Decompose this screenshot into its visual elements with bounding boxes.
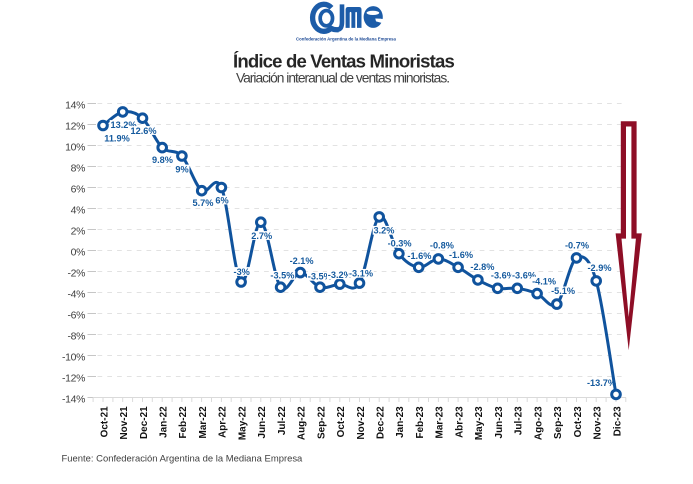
svg-text:-6%: -6% [67, 310, 85, 321]
svg-text:12.6%: 12.6% [130, 126, 156, 136]
svg-text:-13.7%: -13.7% [587, 378, 616, 388]
svg-text:-0.7%: -0.7% [565, 241, 589, 251]
svg-text:13.2%: 13.2% [110, 120, 136, 130]
svg-text:Abr-23: Abr-23 [454, 406, 465, 438]
svg-text:May-22: May-22 [237, 406, 248, 440]
svg-text:10%: 10% [65, 142, 85, 153]
svg-text:Nov-21: Nov-21 [119, 406, 130, 440]
svg-text:-4%: -4% [67, 289, 85, 300]
svg-text:4%: 4% [71, 205, 85, 216]
svg-text:3.2%: 3.2% [374, 226, 395, 236]
svg-text:May-23: May-23 [474, 406, 485, 440]
svg-text:Nov-22: Nov-22 [356, 406, 367, 440]
svg-text:-3.6%: -3.6% [491, 271, 515, 281]
svg-text:Jan-23: Jan-23 [395, 406, 406, 438]
svg-text:-12%: -12% [62, 373, 85, 384]
svg-text:Dec-21: Dec-21 [139, 406, 150, 439]
svg-text:14%: 14% [65, 100, 85, 111]
svg-text:Índice de Ventas Minoristas: Índice de Ventas Minoristas [233, 50, 454, 71]
svg-text:Confederación Argentina de la: Confederación Argentina de la Mediana Em… [296, 37, 396, 42]
svg-text:5.7%: 5.7% [193, 198, 214, 208]
svg-text:-14%: -14% [62, 394, 85, 405]
svg-text:Jul-22: Jul-22 [277, 406, 288, 435]
svg-text:-2%: -2% [67, 268, 85, 279]
svg-text:Oct-21: Oct-21 [99, 406, 110, 437]
svg-text:Oct-23: Oct-23 [573, 406, 584, 437]
svg-text:-2.9%: -2.9% [587, 263, 611, 273]
svg-text:Mar-22: Mar-22 [198, 406, 209, 439]
svg-text:8%: 8% [71, 163, 85, 174]
svg-text:Jul-23: Jul-23 [514, 406, 525, 435]
svg-text:Nov-23: Nov-23 [593, 406, 604, 440]
svg-text:-2.1%: -2.1% [290, 256, 314, 266]
svg-text:6%: 6% [71, 184, 85, 195]
svg-text:-1.6%: -1.6% [407, 251, 431, 261]
svg-text:-3.5%: -3.5% [270, 271, 294, 281]
svg-text:Jan-22: Jan-22 [159, 406, 170, 438]
svg-text:Feb-22: Feb-22 [178, 406, 189, 439]
svg-text:-3.1%: -3.1% [349, 269, 373, 279]
svg-text:Ago-23: Ago-23 [533, 406, 544, 440]
svg-text:-0.3%: -0.3% [388, 239, 412, 249]
svg-text:-2.8%: -2.8% [470, 262, 494, 272]
svg-text:-10%: -10% [62, 352, 85, 363]
svg-text:0%: 0% [71, 247, 85, 258]
svg-text:-8%: -8% [67, 331, 85, 342]
svg-text:-0.8%: -0.8% [430, 241, 454, 251]
svg-text:-3.6%: -3.6% [512, 271, 536, 281]
svg-text:9.8%: 9.8% [152, 155, 173, 165]
svg-text:Sep-23: Sep-23 [553, 406, 564, 439]
svg-text:Jun-22: Jun-22 [257, 406, 268, 439]
svg-text:Apr-22: Apr-22 [218, 406, 229, 438]
svg-text:Sep-22: Sep-22 [316, 406, 327, 439]
svg-text:Variación interanual de ventas: Variación interanual de ventas minorista… [236, 70, 449, 85]
svg-text:12%: 12% [65, 121, 85, 132]
svg-text:Dec-22: Dec-22 [376, 406, 387, 439]
svg-text:Aug-22: Aug-22 [297, 406, 308, 440]
svg-text:-3%: -3% [234, 267, 250, 277]
svg-text:-1.6%: -1.6% [449, 250, 473, 260]
svg-text:-3.5%: -3.5% [308, 272, 332, 282]
svg-text:-3.2%: -3.2% [328, 270, 352, 280]
svg-text:-5.1%: -5.1% [551, 286, 575, 296]
svg-text:Fuente: Confederación Argentin: Fuente: Confederación Argentina de la Me… [62, 454, 304, 465]
svg-text:Mar-23: Mar-23 [435, 406, 446, 439]
svg-text:2.7%: 2.7% [251, 231, 272, 241]
svg-text:9%: 9% [175, 164, 188, 174]
svg-text:-4.1%: -4.1% [532, 277, 556, 287]
svg-text:11.9%: 11.9% [104, 133, 130, 143]
svg-text:6%: 6% [215, 195, 228, 205]
svg-text:Feb-23: Feb-23 [415, 406, 426, 439]
svg-text:Oct-22: Oct-22 [336, 406, 347, 437]
svg-text:Dic-23: Dic-23 [612, 406, 623, 436]
svg-text:Jun-23: Jun-23 [494, 406, 505, 439]
svg-text:2%: 2% [71, 226, 85, 237]
